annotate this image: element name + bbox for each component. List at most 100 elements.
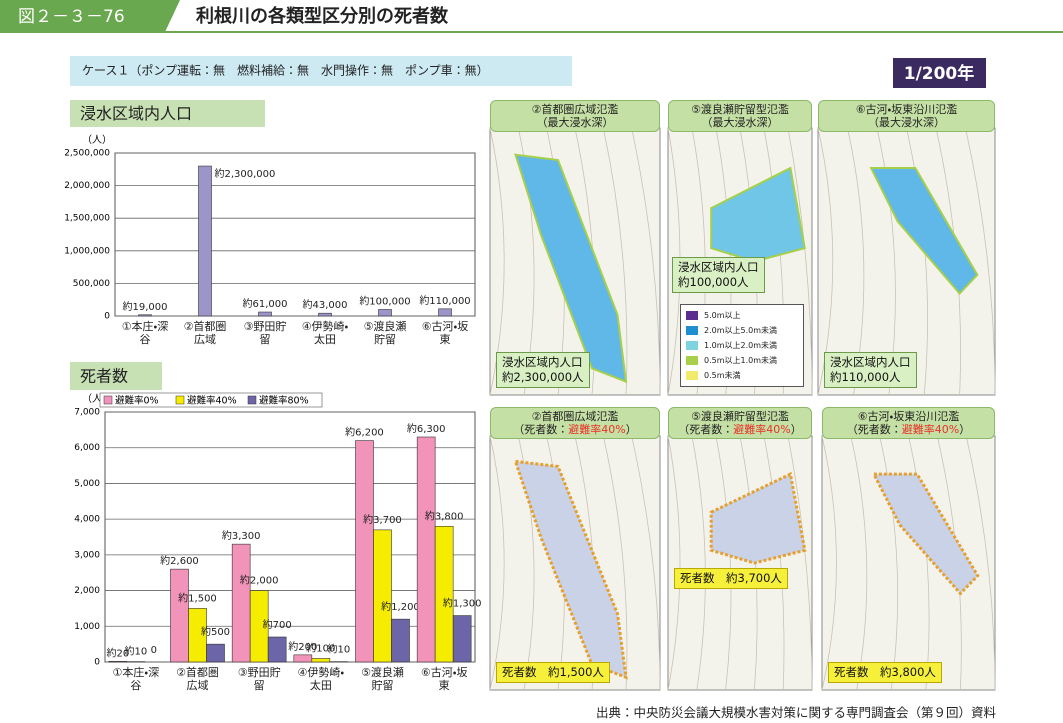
legend-row: 2.0m以上5.0m未満 <box>686 323 798 338</box>
value-label: 約2,300,000 <box>215 167 276 180</box>
map-area <box>514 153 628 384</box>
bar <box>391 618 410 663</box>
map-area <box>513 459 628 680</box>
map-subtitle: （死者数：避難率40%） <box>491 423 659 436</box>
bar <box>170 568 189 663</box>
section-box <box>70 100 265 127</box>
bar <box>378 309 392 317</box>
value-label: 約61,000 <box>243 297 288 310</box>
map-title: ⑤渡良瀬貯留型氾濫 （死者数：避難率40%） <box>668 407 812 439</box>
caption-label: 浸水区域内人口 <box>502 355 583 369</box>
caption-value: 約110,000人 <box>830 370 901 384</box>
legend-label: 避難率80% <box>259 395 309 407</box>
map-road <box>965 435 996 691</box>
value-label: 約6,300 <box>407 422 446 435</box>
map-caption: 浸水区域内人口 約2,300,000人 <box>496 352 590 388</box>
bar <box>138 314 152 317</box>
value-label: 0 <box>151 645 157 656</box>
value-label: 約2,000 <box>240 574 279 587</box>
y-tick-label: 5,000 <box>74 479 100 489</box>
x-tick-label: ⑥古河・坂東 <box>420 666 468 692</box>
caption-value: 約2,300,000人 <box>502 370 584 384</box>
case-box <box>70 56 572 86</box>
x-tick-label: ⑤渡良瀬貯留 <box>361 666 404 692</box>
legend-swatch <box>686 371 698 380</box>
legend-swatch <box>103 395 113 405</box>
map-road <box>631 127 661 396</box>
value-label: 約200 <box>288 640 317 653</box>
subtitle-part: 避難率40% <box>901 423 960 436</box>
subtitle-part: （死者数： <box>513 423 569 436</box>
map-title: ②首都圏広域氾濫 （死者数：避難率40%） <box>490 407 660 439</box>
map-subtitle: （最大浸水深） <box>536 116 614 129</box>
map-road <box>763 435 785 691</box>
subtitle-part: 避難率40% <box>568 423 626 436</box>
legend-swatch <box>686 326 698 335</box>
x-tick-label: ②首都圏広域 <box>183 320 227 346</box>
legend-label: 避難率40% <box>187 395 237 407</box>
y-tick-label: 2,000 <box>74 586 100 596</box>
value-label: 約700 <box>263 618 292 631</box>
map-caption: 死者数 約3,800人 <box>828 662 942 683</box>
bar <box>438 308 452 317</box>
bar <box>318 312 332 317</box>
map-area <box>709 471 807 565</box>
legend-label: 避難率0% <box>115 395 159 407</box>
x-tick-label: ④伊勢崎・太田 <box>297 666 345 692</box>
legend-row: 0.5m以上1.0m未満 <box>686 353 798 368</box>
bar <box>373 529 392 663</box>
map-subtitle: （最大浸水深） <box>868 116 945 129</box>
x-tick-label: ③野田貯留 <box>237 666 281 692</box>
x-tick-label: ②首都圏広域 <box>176 666 219 692</box>
y-tick-label: 7,000 <box>74 408 100 418</box>
y-tick-label: 0 <box>104 312 110 322</box>
map-road <box>667 435 681 691</box>
subtitle-part: ） <box>790 423 802 436</box>
map-caption: 浸水区域内人口 約110,000人 <box>824 352 917 388</box>
source: 出典：中央防災会議大規模水害対策に関する専門調査会（第９回）資料 <box>596 705 997 720</box>
map-caption: 死者数 約1,500人 <box>496 662 610 683</box>
badge: 1/200年 <box>904 63 975 84</box>
y-unit: （人） <box>82 134 112 146</box>
bar <box>258 311 272 317</box>
map-road <box>631 435 661 691</box>
y-tick-label: 1,000 <box>74 622 100 632</box>
bar <box>198 165 212 317</box>
value-label: 約2,600 <box>160 554 199 567</box>
legend-row: 5.0m以上 <box>686 308 798 323</box>
legend-swatch <box>686 341 698 350</box>
legend-label: 1.0m以上2.0m未満 <box>704 341 778 350</box>
map-title-text: ⑥古河・坂東沿川氾濫 <box>855 103 958 116</box>
y-tick-label: 4,000 <box>74 515 100 525</box>
bar <box>416 436 436 663</box>
map-road <box>602 127 628 396</box>
value-label: 約1,200 <box>381 600 420 613</box>
map-road <box>787 435 813 691</box>
map-road <box>787 127 813 396</box>
x-tick-label: ⑤渡良瀬貯留 <box>363 320 407 346</box>
depth-legend: 5.0m以上 2.0m以上5.0m未満 1.0m以上2.0m未満 0.5m以上1.0m… <box>680 304 804 387</box>
plot-area <box>114 152 476 317</box>
value-label: 約6,200 <box>345 426 384 439</box>
value-label: 約20 <box>106 646 129 659</box>
value-label: 約1,500 <box>178 591 217 604</box>
caption-label: 浸水区域内人口 <box>830 355 911 369</box>
map-road <box>821 435 837 691</box>
value-label: 約19,000 <box>123 300 168 313</box>
map-road <box>691 435 706 691</box>
map-title-text: ⑥古河・坂東沿川氾濫 <box>857 410 960 423</box>
figure-number: 図２－３－76 <box>18 7 125 27</box>
map-road <box>715 435 732 691</box>
case-label: ケース１（ポンプ運転：無 燃料補給：無 水門操作：無 ポンプ車：無） <box>82 63 489 78</box>
subtitle-part: （死者数： <box>846 423 902 436</box>
caption-value: 約100,000人 <box>678 275 749 289</box>
map-area <box>710 166 806 263</box>
value-label: 約100 <box>306 641 335 654</box>
value-label: 約100,000 <box>359 294 410 307</box>
map-title: ⑤渡良瀬貯留型氾濫 （最大浸水深） <box>668 100 812 132</box>
section-title: 死者数 <box>80 367 128 386</box>
map-road <box>906 127 928 396</box>
section-title: 浸水区域内人口 <box>80 104 192 123</box>
y-tick-label: 500,000 <box>73 279 110 289</box>
bar <box>311 658 331 663</box>
